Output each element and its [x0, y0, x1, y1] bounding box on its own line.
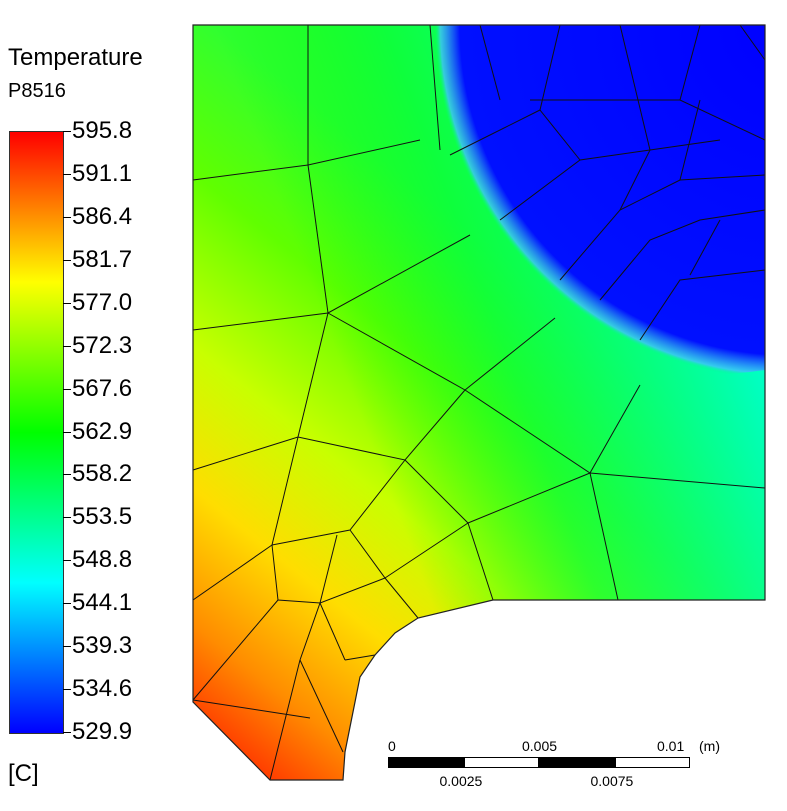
colorbar-tick-label: 581.7: [72, 245, 133, 273]
mesh-line: [589, 472, 619, 601]
colorbar-tick: [63, 345, 71, 347]
mesh-line: [429, 24, 441, 151]
colorbar-tick: [63, 302, 71, 304]
mesh-line: [327, 312, 466, 391]
mesh-line: [599, 209, 766, 301]
mesh-line: [499, 139, 721, 221]
mesh-line: [192, 544, 273, 601]
colorbar-tick-label: 529.9: [72, 718, 133, 745]
mesh-line: [449, 109, 541, 156]
colorbar-tick-label: 591.1: [72, 159, 133, 187]
mesh-line: [271, 436, 299, 546]
scale-bar-bottom-label: 0.0025: [439, 773, 483, 789]
colorbar-tick-label: 548.8: [72, 546, 133, 574]
scale-bar-top-label: 0.005: [522, 738, 558, 754]
colorbar-tick-label: 534.6: [72, 675, 133, 703]
scale-bar-segment: [463, 757, 539, 768]
colorbar-tick: [63, 732, 71, 733]
colorbar-tick: [63, 603, 71, 605]
colorbar-tick: [63, 131, 71, 132]
mesh-line: [384, 577, 419, 619]
mesh-line: [689, 219, 721, 276]
colorbar-tick-label: 577.0: [72, 288, 133, 316]
domain-outline: [192, 24, 766, 781]
scale-bar-top-label: 0: [388, 738, 396, 754]
mesh-line: [297, 312, 329, 438]
scale-bar-top-label: 0.01: [657, 738, 685, 754]
colorbar: [9, 131, 64, 734]
colorbar-tick: [63, 431, 71, 433]
mesh-line: [299, 659, 344, 753]
scale-bar-bottom-label: 0.0075: [590, 773, 634, 789]
colorbar-tick-label: 544.1: [72, 589, 133, 617]
colorbar-tick-label: 539.3: [72, 632, 133, 660]
colorbar-tick: [63, 388, 71, 390]
legend-subtitle: P8516: [8, 80, 66, 102]
colorbar-tick-label: 553.5: [72, 503, 133, 531]
colorbar-tick-label: 562.9: [72, 417, 133, 445]
colorbar-tick-label: 567.6: [72, 374, 133, 402]
colorbar-tick: [63, 474, 71, 476]
colorbar-tick: [63, 173, 71, 175]
mesh-line: [619, 24, 651, 151]
mesh-line: [589, 472, 766, 489]
mesh-line: [192, 389, 466, 471]
scale-bar-unit: (m): [699, 738, 720, 754]
mesh-line: [344, 654, 376, 661]
colorbar-tick: [63, 689, 71, 691]
mesh-line: [192, 699, 311, 719]
colorbar-tick-label: 595.8: [72, 117, 133, 144]
mesh-line: [679, 24, 701, 101]
colorbar-tick-label: 558.2: [72, 460, 133, 488]
colorbar-tick: [63, 259, 71, 261]
mesh-line: [479, 24, 501, 101]
mesh-line: [739, 24, 766, 61]
scale-bar-segment: [539, 757, 615, 768]
colorbar-tick-label: 572.3: [72, 331, 133, 359]
mesh-line: [467, 522, 494, 601]
legend-unit: [C]: [8, 760, 39, 787]
mesh-line: [619, 149, 651, 211]
colorbar-tick: [63, 517, 71, 519]
colorbar-tick: [63, 646, 71, 648]
scale-bar-segment: [388, 757, 464, 768]
legend-title: Temperature: [8, 44, 143, 71]
mesh-line: [639, 269, 766, 341]
mesh-line: [464, 317, 556, 391]
colorbar-tick: [63, 560, 71, 562]
mesh-line: [559, 174, 766, 281]
mesh-line: [192, 599, 279, 701]
colorbar-tick-label: 586.4: [72, 202, 133, 230]
mesh-line: [679, 99, 701, 181]
scale-bar-segment: [614, 757, 690, 768]
mesh-line: [319, 602, 346, 661]
colorbar-tick: [63, 216, 71, 218]
mesh-line: [269, 659, 301, 781]
mesh-line: [530, 99, 766, 141]
mesh-line: [307, 164, 329, 314]
mesh-line: [271, 534, 338, 604]
